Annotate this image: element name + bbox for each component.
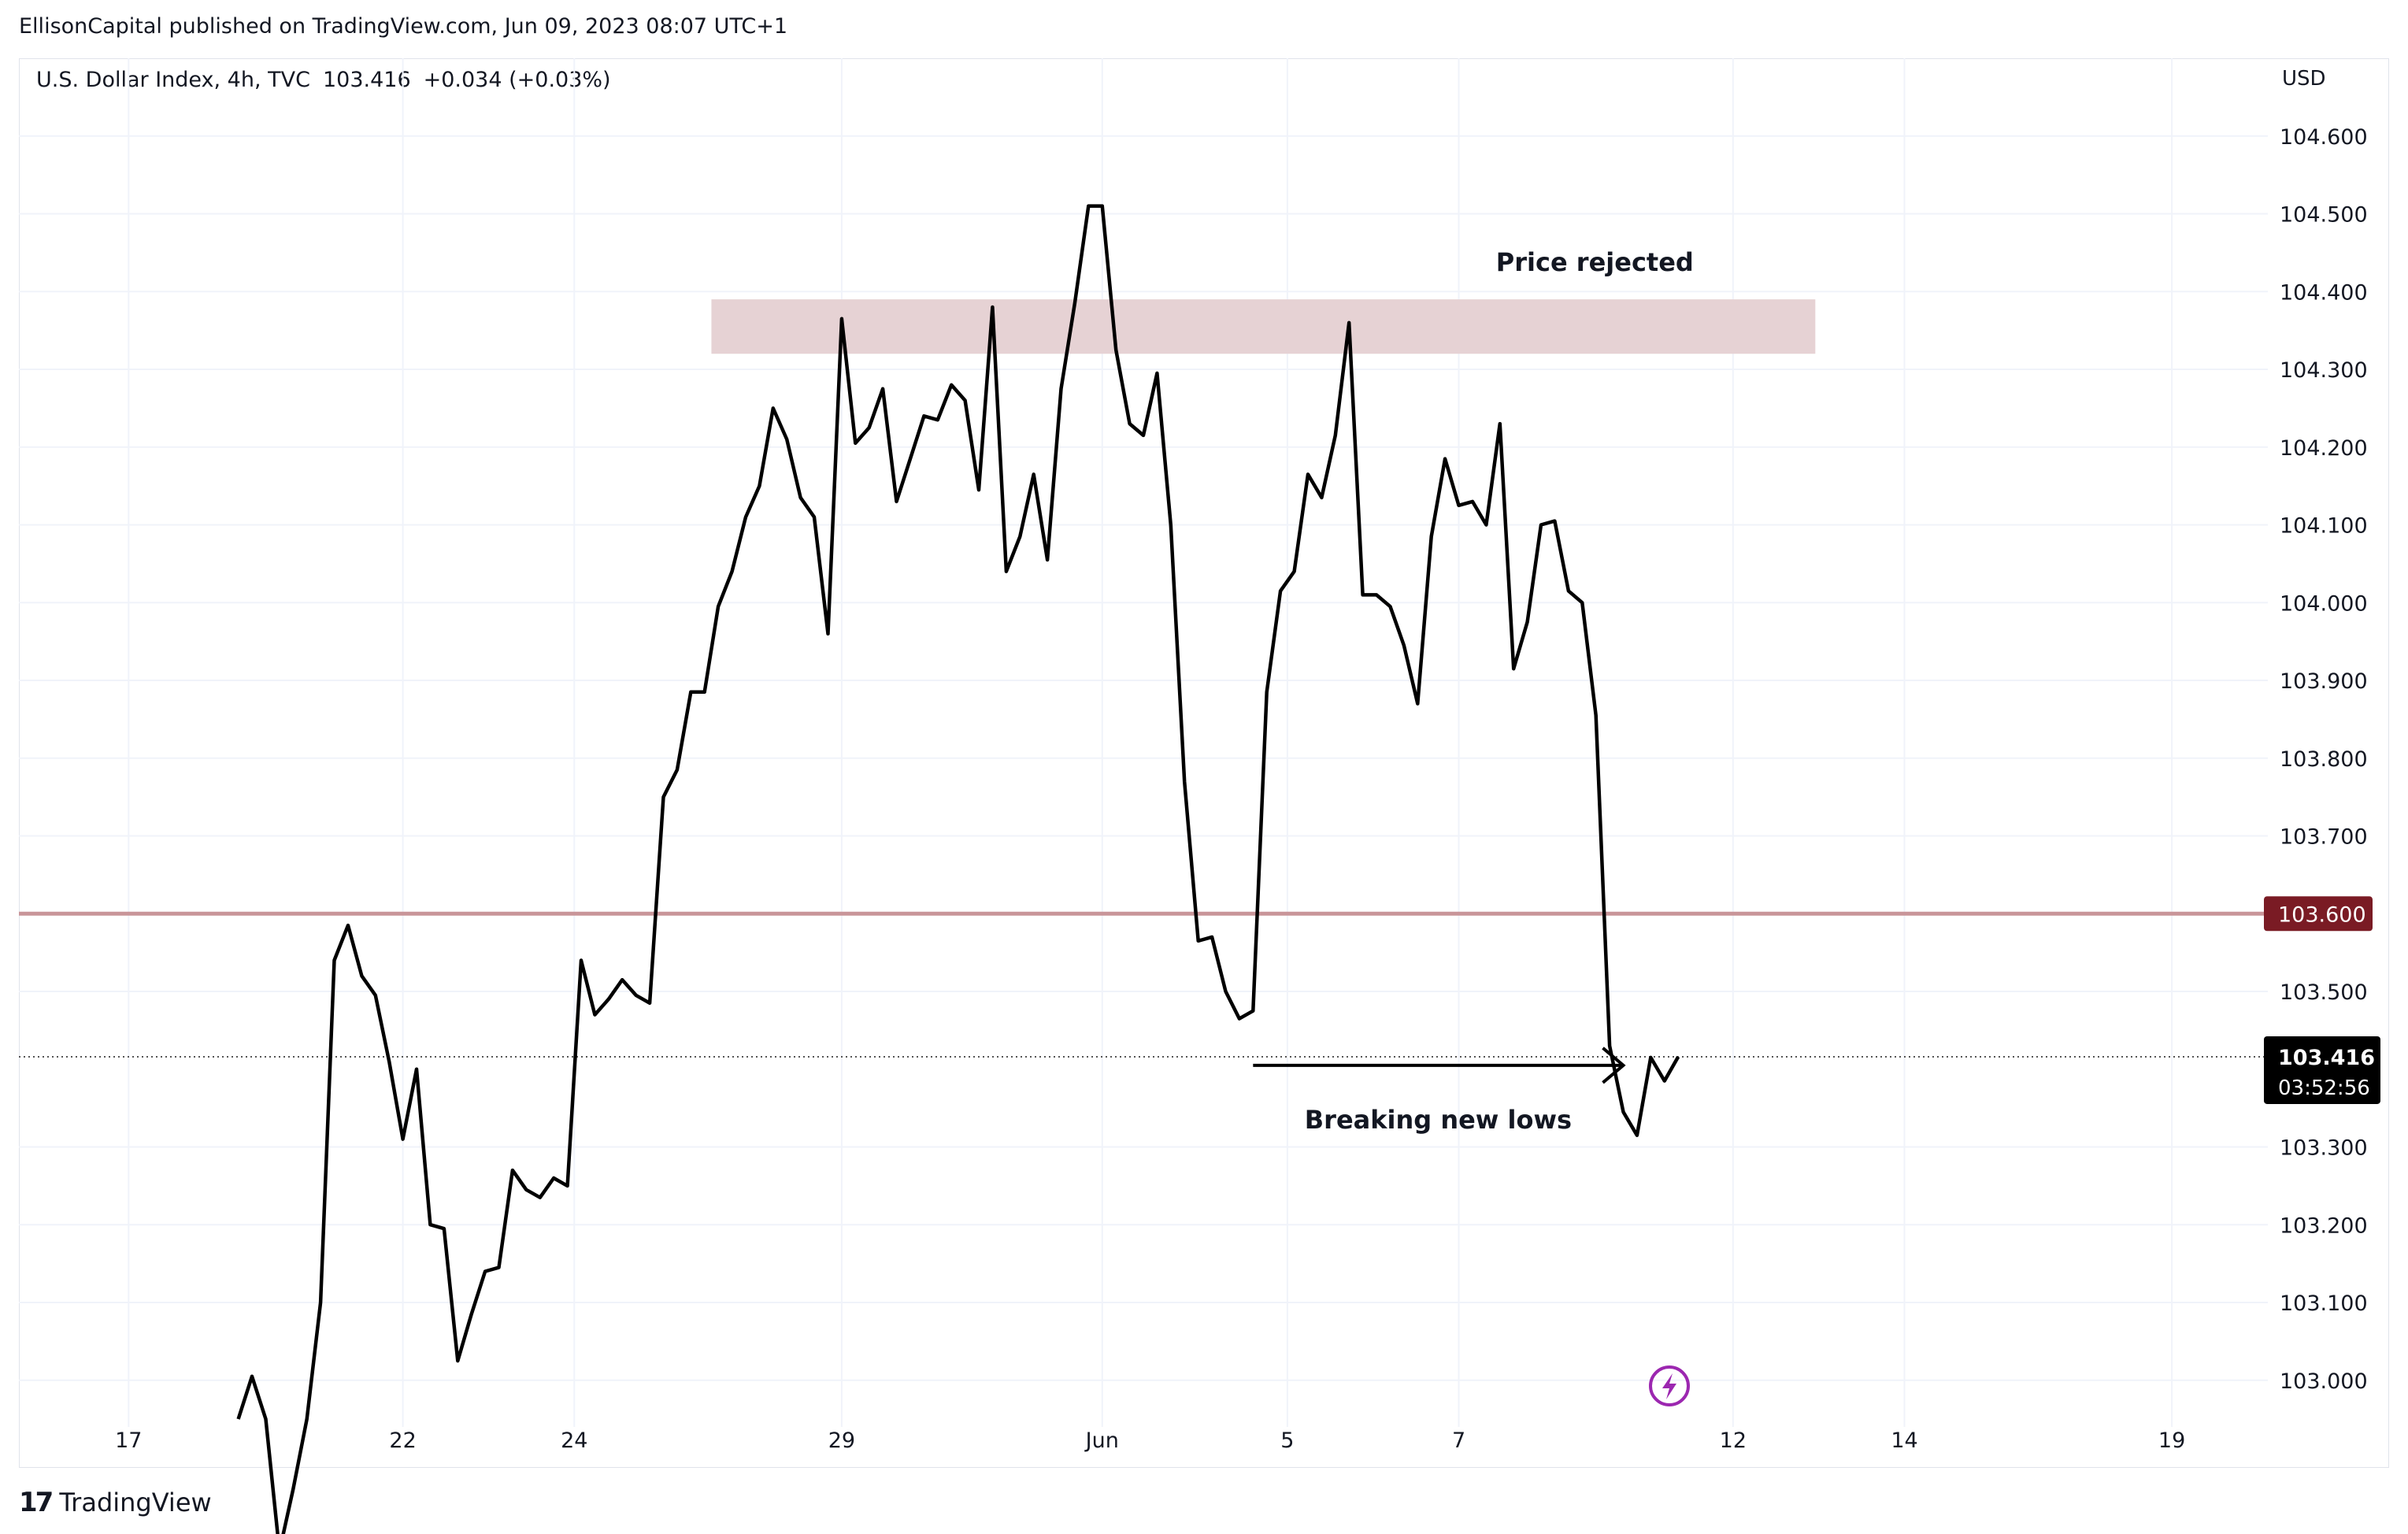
support-price-badge: [2264, 896, 2373, 932]
tv-logo-icon: 17: [19, 1487, 54, 1518]
y-tick-label: 103.900: [2280, 669, 2368, 694]
tradingview-logo[interactable]: 17 TradingView: [19, 1487, 212, 1518]
current-price-label: 103.416: [2278, 1046, 2375, 1070]
last-price: 103.416: [322, 68, 411, 92]
support-price-label: 103.600: [2278, 902, 2366, 927]
price-axis[interactable]: 104.600 104.500 104.400 104.300 104.200 104.1…: [2264, 125, 2380, 1394]
arrow-head: [1602, 1047, 1626, 1084]
y-tick-label: 104.500: [2280, 203, 2368, 228]
y-tick-label: 103.800: [2280, 747, 2368, 772]
x-tick-label: 29: [828, 1428, 855, 1453]
price-series-line[interactable]: [236, 204, 1680, 1534]
y-tick-label: 104.300: [2280, 358, 2368, 383]
symbol-title: U.S. Dollar Index, 4h, TVC: [36, 68, 310, 92]
y-tick-label: 103.300: [2280, 1136, 2368, 1161]
y-tick-label: 103.000: [2280, 1369, 2368, 1394]
symbol-legend[interactable]: U.S. Dollar Index, 4h, TVC 103.416 +0.03…: [36, 68, 611, 92]
y-tick-label: 103.700: [2280, 825, 2368, 850]
x-tick-label: 14: [1891, 1428, 1917, 1453]
x-tick-label: 22: [389, 1428, 416, 1453]
brand-name: TradingView: [59, 1488, 212, 1517]
current-price-badge: [2264, 1036, 2380, 1104]
x-tick-label: 24: [561, 1428, 587, 1453]
y-tick-label: 104.400: [2280, 280, 2368, 305]
countdown-label: 03:52:56: [2278, 1076, 2370, 1100]
publisher-info: EllisonCapital published on TradingView.…: [19, 14, 788, 39]
x-tick-label: 17: [115, 1428, 142, 1453]
x-tick-label: Jun: [1084, 1428, 1119, 1453]
y-tick-label: 104.600: [2280, 125, 2368, 150]
y-tick-label: 104.000: [2280, 591, 2368, 616]
lightning-circle: [1649, 1365, 1690, 1406]
x-tick-label: 12: [1720, 1428, 1747, 1453]
x-tick-label: 5: [1280, 1428, 1294, 1453]
grid: [19, 58, 2268, 1427]
y-tick-label: 103.500: [2280, 980, 2368, 1005]
y-tick-label: 103.100: [2280, 1291, 2368, 1316]
lightning-icon[interactable]: [1649, 1365, 1690, 1406]
x-tick-label: 7: [1452, 1428, 1465, 1453]
y-tick-label: 104.200: [2280, 436, 2368, 461]
zone-annotation-label: Price rejected: [1496, 247, 1694, 277]
arrow-annotation-label: Breaking new lows: [1305, 1105, 1572, 1135]
price-change: +0.034 (+0.03%): [423, 68, 611, 92]
chart-frame: [19, 58, 2389, 1468]
x-tick-label: 19: [2158, 1428, 2185, 1453]
time-axis[interactable]: 17 22 24 29 Jun 5 7 12 14 19: [115, 1428, 2185, 1453]
lightning-bolt: [1662, 1373, 1676, 1399]
y-tick-label: 103.200: [2280, 1213, 2368, 1238]
breaking-lows-arrow[interactable]: [1253, 1047, 1626, 1084]
y-tick-label: 104.100: [2280, 514, 2368, 539]
currency-label: USD: [2282, 67, 2326, 91]
resistance-zone: [711, 299, 1816, 354]
